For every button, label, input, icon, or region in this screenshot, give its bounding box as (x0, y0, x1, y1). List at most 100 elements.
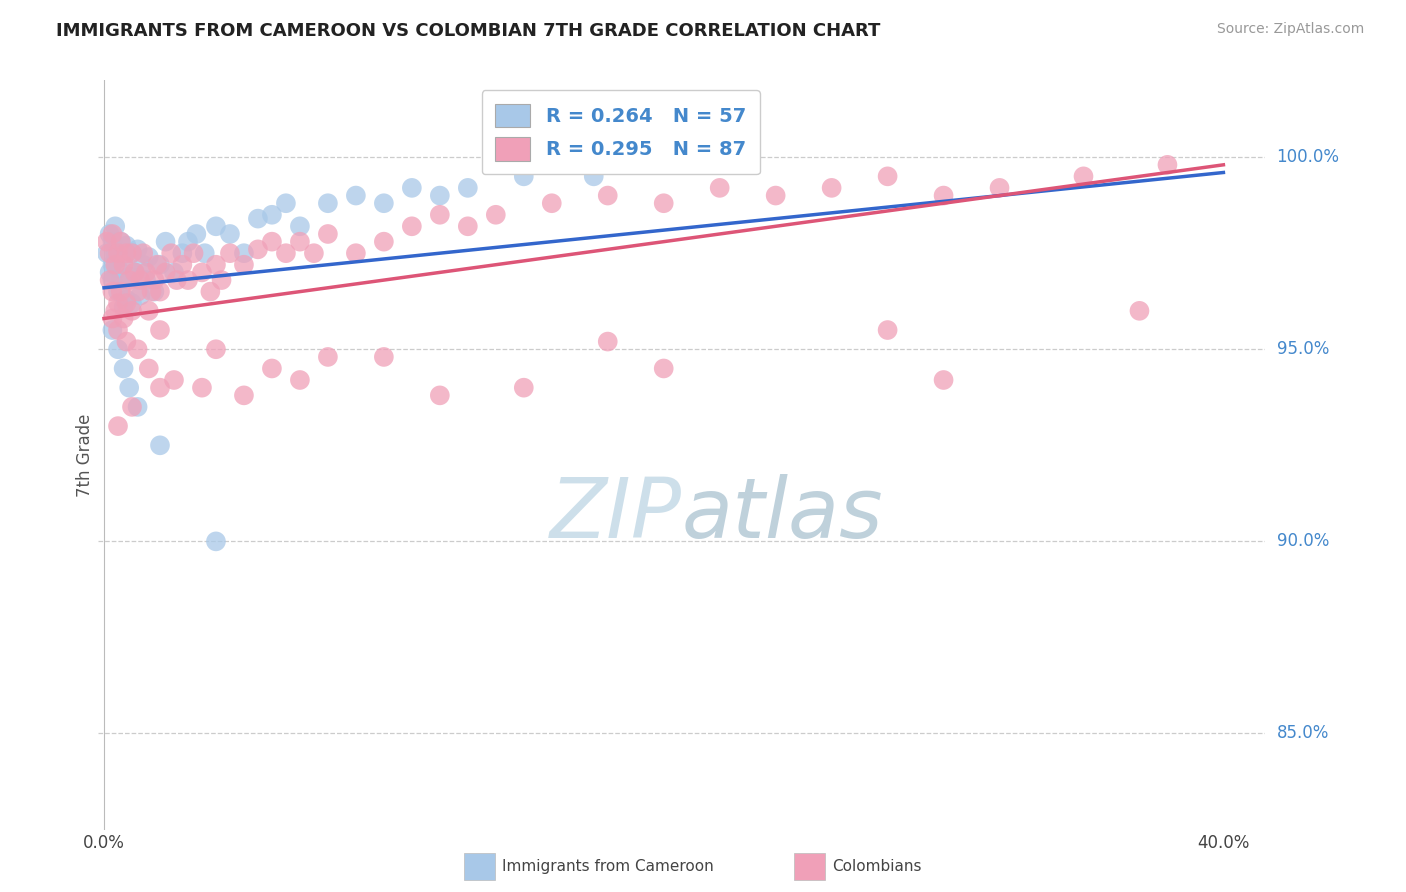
Point (652, 196, 675, 211)
Text: Immigrants from Cameroon: Immigrants from Cameroon (502, 859, 714, 873)
Point (373, 196, 395, 211)
Point (652, 361, 675, 376)
Point (260, 361, 283, 376)
Point (115, 334, 138, 349)
Point (146, 258, 169, 272)
Point (205, 534, 228, 549)
Point (932, 373, 955, 387)
Point (141, 285, 163, 299)
Point (127, 243, 149, 257)
Point (127, 400, 149, 414)
Point (118, 269, 141, 284)
Point (115, 238, 138, 252)
Point (155, 265, 177, 279)
Point (485, 208, 508, 222)
Text: atlas: atlas (682, 475, 883, 556)
Point (101, 311, 124, 326)
Point (205, 258, 228, 272)
Point (582, 169, 605, 184)
Point (1073, 169, 1095, 184)
Point (429, 208, 451, 222)
Text: IMMIGRANTS FROM CAMEROON VS COLOMBIAN 7TH GRADE CORRELATION CHART: IMMIGRANTS FROM CAMEROON VS COLOMBIAN 7T… (56, 22, 880, 40)
Point (96, 235, 118, 249)
Point (127, 285, 149, 299)
Point (194, 246, 217, 260)
Point (149, 285, 172, 299)
Point (101, 323, 124, 337)
Point (118, 273, 141, 287)
Point (200, 285, 222, 299)
Point (118, 381, 141, 395)
Point (112, 300, 135, 314)
Point (709, 150, 731, 164)
Point (166, 273, 188, 287)
Text: 100.0%: 100.0% (1277, 148, 1340, 166)
Point (107, 343, 129, 357)
Point (373, 350, 395, 364)
Point (112, 258, 135, 272)
Point (219, 246, 242, 260)
Point (107, 419, 129, 434)
Point (302, 246, 325, 260)
Point (149, 381, 172, 395)
Point (932, 188, 955, 202)
Point (288, 373, 311, 387)
Point (127, 343, 149, 357)
Point (246, 211, 269, 226)
Point (316, 350, 339, 364)
Point (149, 258, 172, 272)
Point (540, 196, 562, 211)
Point (205, 343, 228, 357)
Point (316, 227, 339, 241)
Point (820, 181, 842, 195)
Point (98, 273, 121, 287)
Point (121, 303, 143, 318)
Point (274, 246, 297, 260)
Point (101, 227, 124, 241)
Point (652, 158, 675, 172)
Text: ZIP: ZIP (550, 475, 682, 556)
Point (132, 246, 155, 260)
Point (98, 246, 121, 260)
Point (177, 273, 200, 287)
Point (104, 303, 127, 318)
Point (149, 438, 172, 452)
Point (344, 246, 367, 260)
Point (138, 250, 160, 264)
Point (288, 219, 311, 234)
Point (160, 246, 183, 260)
Point (172, 258, 194, 272)
Point (112, 250, 135, 264)
Point (401, 181, 423, 195)
Point (163, 265, 186, 279)
Point (107, 261, 129, 276)
Point (138, 303, 160, 318)
Point (191, 381, 214, 395)
Point (101, 273, 124, 287)
Point (112, 311, 135, 326)
Point (129, 288, 152, 302)
Legend: R = 0.264   N = 57, R = 0.295   N = 87: R = 0.264 N = 57, R = 0.295 N = 87 (482, 90, 759, 175)
Point (219, 227, 242, 241)
Point (513, 169, 536, 184)
Point (316, 196, 339, 211)
Point (260, 208, 283, 222)
Point (101, 258, 124, 272)
Point (988, 181, 1011, 195)
Point (709, 181, 731, 195)
Point (191, 265, 214, 279)
Point (1156, 158, 1178, 172)
Point (163, 373, 186, 387)
Point (132, 258, 155, 272)
Point (96, 246, 118, 260)
Point (596, 188, 619, 202)
Point (205, 219, 228, 234)
Point (211, 273, 233, 287)
Point (121, 296, 143, 310)
Point (274, 196, 297, 211)
Point (596, 334, 619, 349)
Point (765, 188, 787, 202)
Point (135, 265, 157, 279)
Point (112, 361, 135, 376)
Point (115, 296, 138, 310)
